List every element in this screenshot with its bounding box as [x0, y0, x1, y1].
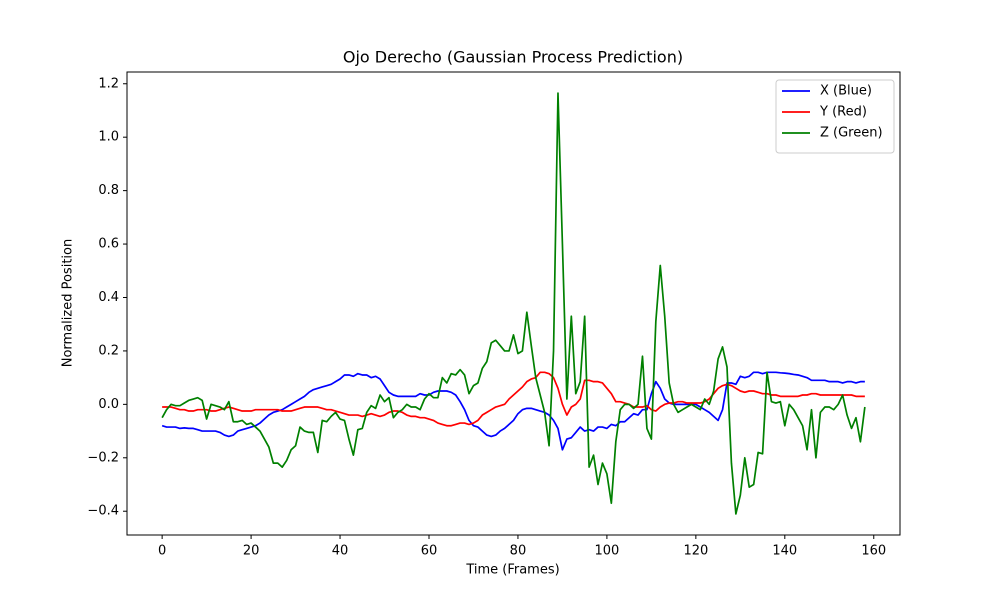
x-tick-label: 20 [243, 544, 260, 559]
series-line [162, 371, 865, 427]
y-tick-label: 1.2 [98, 76, 119, 91]
y-tick-label: 1.0 [98, 130, 119, 145]
y-tick-label: 0.6 [98, 237, 119, 252]
plot-area [161, 92, 866, 515]
x-tick-label: 60 [421, 544, 438, 559]
x-tick-label: 120 [683, 544, 708, 559]
legend-box [775, 79, 895, 154]
y-tick-label: −0.4 [87, 504, 119, 519]
y-tick-label: 0.0 [98, 397, 119, 412]
y-tick-label: 0.8 [98, 183, 119, 198]
x-axis-label: Time (Frames) [465, 563, 559, 578]
y-axis-label: Normalized Position [61, 239, 76, 367]
x-tick-label: 100 [594, 544, 619, 559]
series-line [161, 92, 866, 515]
legend-label: X (Blue) [820, 84, 872, 99]
y-tick-label: −0.2 [87, 450, 119, 465]
legend-label: Z (Green) [820, 126, 883, 141]
x-tick-label: 40 [332, 544, 349, 559]
x-tick-label: 140 [772, 544, 797, 559]
legend-label: Y (Red) [819, 105, 867, 120]
y-tick-label: 0.2 [98, 343, 119, 358]
y-tick-label: 0.4 [98, 290, 119, 305]
series-line [161, 371, 865, 451]
axes-frame [126, 71, 901, 536]
x-tick-label: 80 [510, 544, 527, 559]
chart-title: Ojo Derecho (Gaussian Process Prediction… [343, 48, 683, 67]
x-tick-label: 160 [861, 544, 886, 559]
x-tick-label: 0 [158, 544, 166, 559]
